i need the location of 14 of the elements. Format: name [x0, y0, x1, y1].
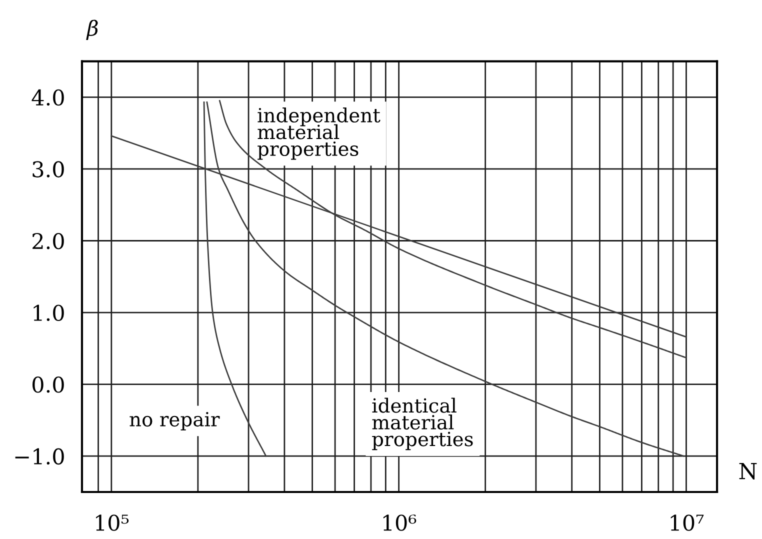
annotation: independent material properties — [258, 107, 380, 160]
x-tick-label: 10⁶ — [383, 514, 416, 531]
y-tick-label: 4.0 — [32, 89, 64, 106]
x-tick-label: 10⁵ — [96, 514, 129, 531]
annotation: identical material properties — [372, 398, 473, 450]
y-tick-label: 3.0 — [32, 161, 64, 178]
y-tick-label: −1.0 — [15, 448, 64, 465]
y-axis-title: β — [86, 20, 98, 40]
y-tick-label: 1.0 — [34, 304, 64, 322]
x-tick-label: 10⁷ — [670, 514, 704, 531]
x-axis-title: N — [739, 462, 757, 480]
annotation: no repair — [130, 412, 220, 430]
y-tick-label: 2.0 — [32, 232, 64, 250]
y-tick-label: 0.0 — [32, 376, 64, 393]
